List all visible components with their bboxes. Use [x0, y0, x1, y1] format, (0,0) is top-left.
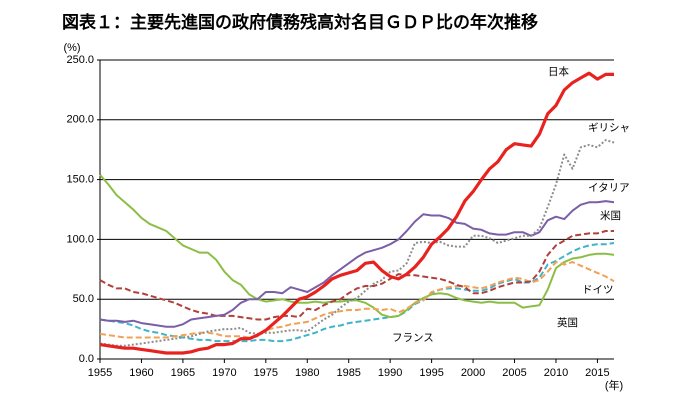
- y-tick-label: 200.0: [66, 114, 94, 126]
- series-line: [99, 174, 615, 319]
- chart-title: 図表１：主要先進国の政府債務残高対名目ＧＤＰ比の年次推移: [62, 12, 538, 32]
- y-unit-label: (%): [63, 42, 80, 54]
- series-label: イタリア: [588, 182, 630, 194]
- x-unit-label: (年): [605, 378, 623, 392]
- y-tick-label: 0.0: [79, 353, 94, 365]
- x-tick-label: 2000: [461, 367, 485, 379]
- x-tick-label: 1980: [295, 367, 319, 379]
- series-label: ドイツ: [582, 284, 614, 296]
- x-tick-label: 1960: [129, 367, 153, 379]
- series-label: フランス: [392, 332, 434, 344]
- series-label: 日本: [548, 65, 569, 78]
- series-label: 米国: [600, 209, 621, 222]
- x-tick-label: 2015: [585, 367, 609, 379]
- y-tick-label: 250.0: [66, 54, 94, 66]
- series-line: [99, 139, 615, 347]
- y-tick-label: 150.0: [66, 174, 94, 186]
- y-tick-label: 100.0: [66, 233, 94, 245]
- series-line: [99, 71, 614, 355]
- series-line: [99, 200, 615, 328]
- x-tick-label: 1965: [171, 367, 195, 379]
- y-tick-label: 50.0: [73, 293, 94, 305]
- x-tick-label: 1990: [378, 367, 402, 379]
- x-tick-label: 1955: [88, 367, 112, 379]
- x-tick-label: 2010: [544, 367, 568, 379]
- series-label: ギリシャ: [588, 122, 630, 134]
- x-tick-label: 1970: [212, 367, 236, 379]
- x-tick-label: 2005: [502, 367, 526, 379]
- x-tick-label: 1995: [419, 367, 443, 379]
- x-tick-label: 1975: [254, 367, 278, 379]
- series-label: 英国: [557, 316, 578, 329]
- x-tick-label: 1985: [336, 367, 360, 379]
- series-line: [99, 230, 614, 321]
